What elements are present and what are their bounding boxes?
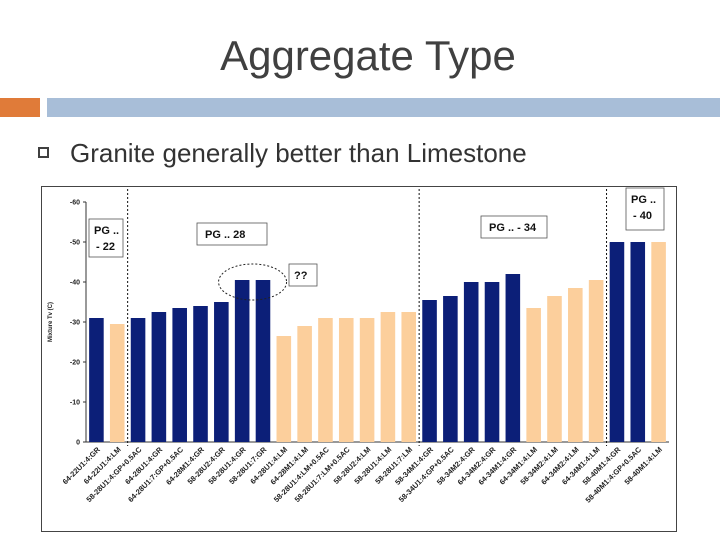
- bar: [255, 280, 271, 442]
- y-tick-label: -30: [70, 320, 80, 327]
- bar: [401, 312, 417, 442]
- bar: [297, 326, 312, 442]
- bar: [547, 296, 562, 442]
- group-label-line2: - 40: [633, 210, 652, 222]
- highlight-ellipse: [218, 263, 288, 301]
- bar: [380, 312, 396, 442]
- bar: [318, 318, 333, 442]
- bar: [443, 296, 458, 442]
- slide-title: Aggregate Type: [220, 32, 516, 79]
- group-dividers: [127, 189, 608, 446]
- bar: [630, 242, 646, 442]
- bar: [463, 282, 479, 442]
- y-tick-label: -40: [70, 280, 80, 287]
- bar: [130, 318, 146, 442]
- bar: [422, 300, 437, 442]
- group-label-line1: PG .. - 34: [489, 222, 537, 234]
- annotations: ??: [218, 263, 318, 301]
- group-label-box: [196, 222, 268, 246]
- bullet-square-icon: [38, 147, 49, 158]
- y-tick-label: -10: [70, 400, 80, 407]
- bar: [214, 302, 229, 442]
- annotation-box: [288, 263, 318, 287]
- group-label-line1: PG ..: [631, 194, 656, 206]
- bar: [359, 318, 375, 442]
- bar: [276, 336, 292, 442]
- header-accent-orange: [0, 98, 40, 117]
- y-tick-label: 0: [76, 440, 80, 447]
- bullet-text: Granite generally better than Limestone: [70, 138, 527, 168]
- bar: [234, 280, 250, 442]
- bar: [609, 242, 625, 442]
- y-tick-label: -20: [70, 360, 80, 367]
- bar: [151, 312, 167, 442]
- bar: [505, 274, 521, 442]
- bar: [193, 306, 208, 442]
- group-label-line1: PG ..: [94, 225, 119, 237]
- bars: [89, 242, 666, 442]
- group-label-line2: - 22: [96, 241, 115, 253]
- bar: [109, 324, 125, 442]
- annotation-label: ??: [294, 270, 308, 282]
- header-accent-blue: [47, 98, 720, 117]
- group-label-box: [88, 218, 124, 258]
- group-label-box: [625, 187, 665, 231]
- y-axis-label: Mixture Tv (C): [48, 302, 54, 342]
- bar: [568, 288, 583, 442]
- bar: [526, 308, 541, 442]
- bar: [89, 318, 104, 442]
- bar: [484, 282, 500, 442]
- group-label-line1: PG .. 28: [205, 229, 245, 241]
- bar: [588, 280, 604, 442]
- bar: [172, 308, 187, 442]
- group-labels: PG .. - 22 PG .. 28 PG .. - 34 PG .. - 40: [88, 187, 665, 258]
- y-tick-label: -50: [70, 240, 80, 247]
- bar: [651, 242, 666, 442]
- bar: [338, 318, 354, 442]
- y-tick-label: -60: [70, 200, 80, 207]
- group-label-box: [480, 215, 548, 239]
